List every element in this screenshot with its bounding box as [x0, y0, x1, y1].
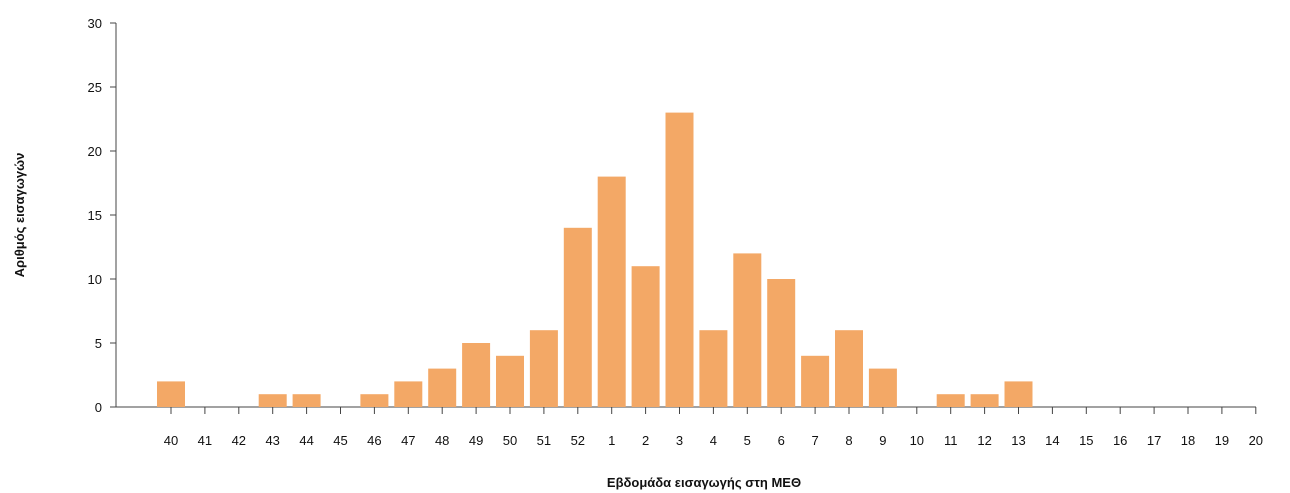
- y-tick-label: 20: [88, 144, 102, 159]
- x-tick-label: 45: [333, 433, 347, 448]
- bar: [868, 368, 897, 407]
- x-tick-label: 49: [469, 433, 483, 448]
- x-tick-label: 3: [676, 433, 683, 448]
- x-tick-label: 48: [435, 433, 449, 448]
- x-tick-label: 16: [1113, 433, 1127, 448]
- y-tick-label: 0: [95, 400, 102, 415]
- y-tick-label: 30: [88, 16, 102, 31]
- bar: [767, 279, 796, 407]
- y-axis-label: Αριθμός εισαγωγών: [12, 153, 27, 278]
- bar: [665, 112, 694, 407]
- bar: [462, 343, 491, 407]
- bar: [496, 355, 524, 407]
- x-tick-label: 42: [232, 433, 246, 448]
- bar: [801, 355, 830, 407]
- x-tick-label: 18: [1181, 433, 1195, 448]
- bar: [394, 381, 423, 407]
- bar: [529, 330, 558, 407]
- x-tick-label: 6: [778, 433, 785, 448]
- x-tick-label: 5: [744, 433, 751, 448]
- bar: [699, 330, 728, 407]
- x-tick-label: 41: [198, 433, 212, 448]
- x-tick-label: 8: [845, 433, 852, 448]
- y-axis: 0 5 10 15 20 25 30: [88, 16, 117, 415]
- x-tick-label: 9: [879, 433, 886, 448]
- x-tick-label: 47: [401, 433, 415, 448]
- x-tick-label: 12: [977, 433, 991, 448]
- x-tick-label: 46: [367, 433, 381, 448]
- x-tick-label: 10: [910, 433, 924, 448]
- bar: [835, 330, 863, 407]
- x-tick-label: 52: [571, 433, 585, 448]
- bar: [428, 368, 457, 407]
- bar: [970, 394, 999, 407]
- x-tick-label: 14: [1045, 433, 1059, 448]
- bar: [597, 176, 626, 407]
- bar: [292, 394, 321, 407]
- bar: [631, 266, 660, 407]
- x-tick-label: 15: [1079, 433, 1093, 448]
- x-tick-label: 13: [1011, 433, 1025, 448]
- x-tick-label: 50: [503, 433, 517, 448]
- bar: [733, 253, 762, 407]
- x-axis: 40 41 42 43 44 45 46 47 48 49 50 51 52 1 2 3 4 5 6 7 8 9 10 11 1…: [116, 406, 1263, 448]
- y-tick-label: 25: [88, 80, 102, 95]
- bar: [563, 227, 592, 407]
- x-tick-label: 17: [1147, 433, 1161, 448]
- y-tick-label: 15: [88, 208, 102, 223]
- y-tick-label: 5: [95, 336, 102, 351]
- y-tick-label: 10: [88, 272, 102, 287]
- x-tick-label: 11: [944, 433, 958, 448]
- bar: [258, 394, 287, 407]
- x-axis-label: Εβδομάδα εισαγωγής στη ΜΕΘ: [607, 475, 801, 490]
- x-tick-label: 4: [710, 433, 717, 448]
- x-tick-label: 7: [811, 433, 818, 448]
- x-tick-label: 19: [1215, 433, 1229, 448]
- x-tick-label: 2: [642, 433, 649, 448]
- x-tick-label: 44: [299, 433, 313, 448]
- bars: [157, 112, 1033, 407]
- bar: [936, 394, 965, 407]
- x-tick-label: 51: [537, 433, 551, 448]
- bar: [157, 381, 185, 407]
- x-tick-label: 1: [608, 433, 615, 448]
- x-tick-label: 20: [1249, 433, 1263, 448]
- x-tick-label: 43: [265, 433, 279, 448]
- bar: [360, 394, 389, 407]
- bar: [1004, 381, 1033, 407]
- x-tick-label: 40: [164, 433, 178, 448]
